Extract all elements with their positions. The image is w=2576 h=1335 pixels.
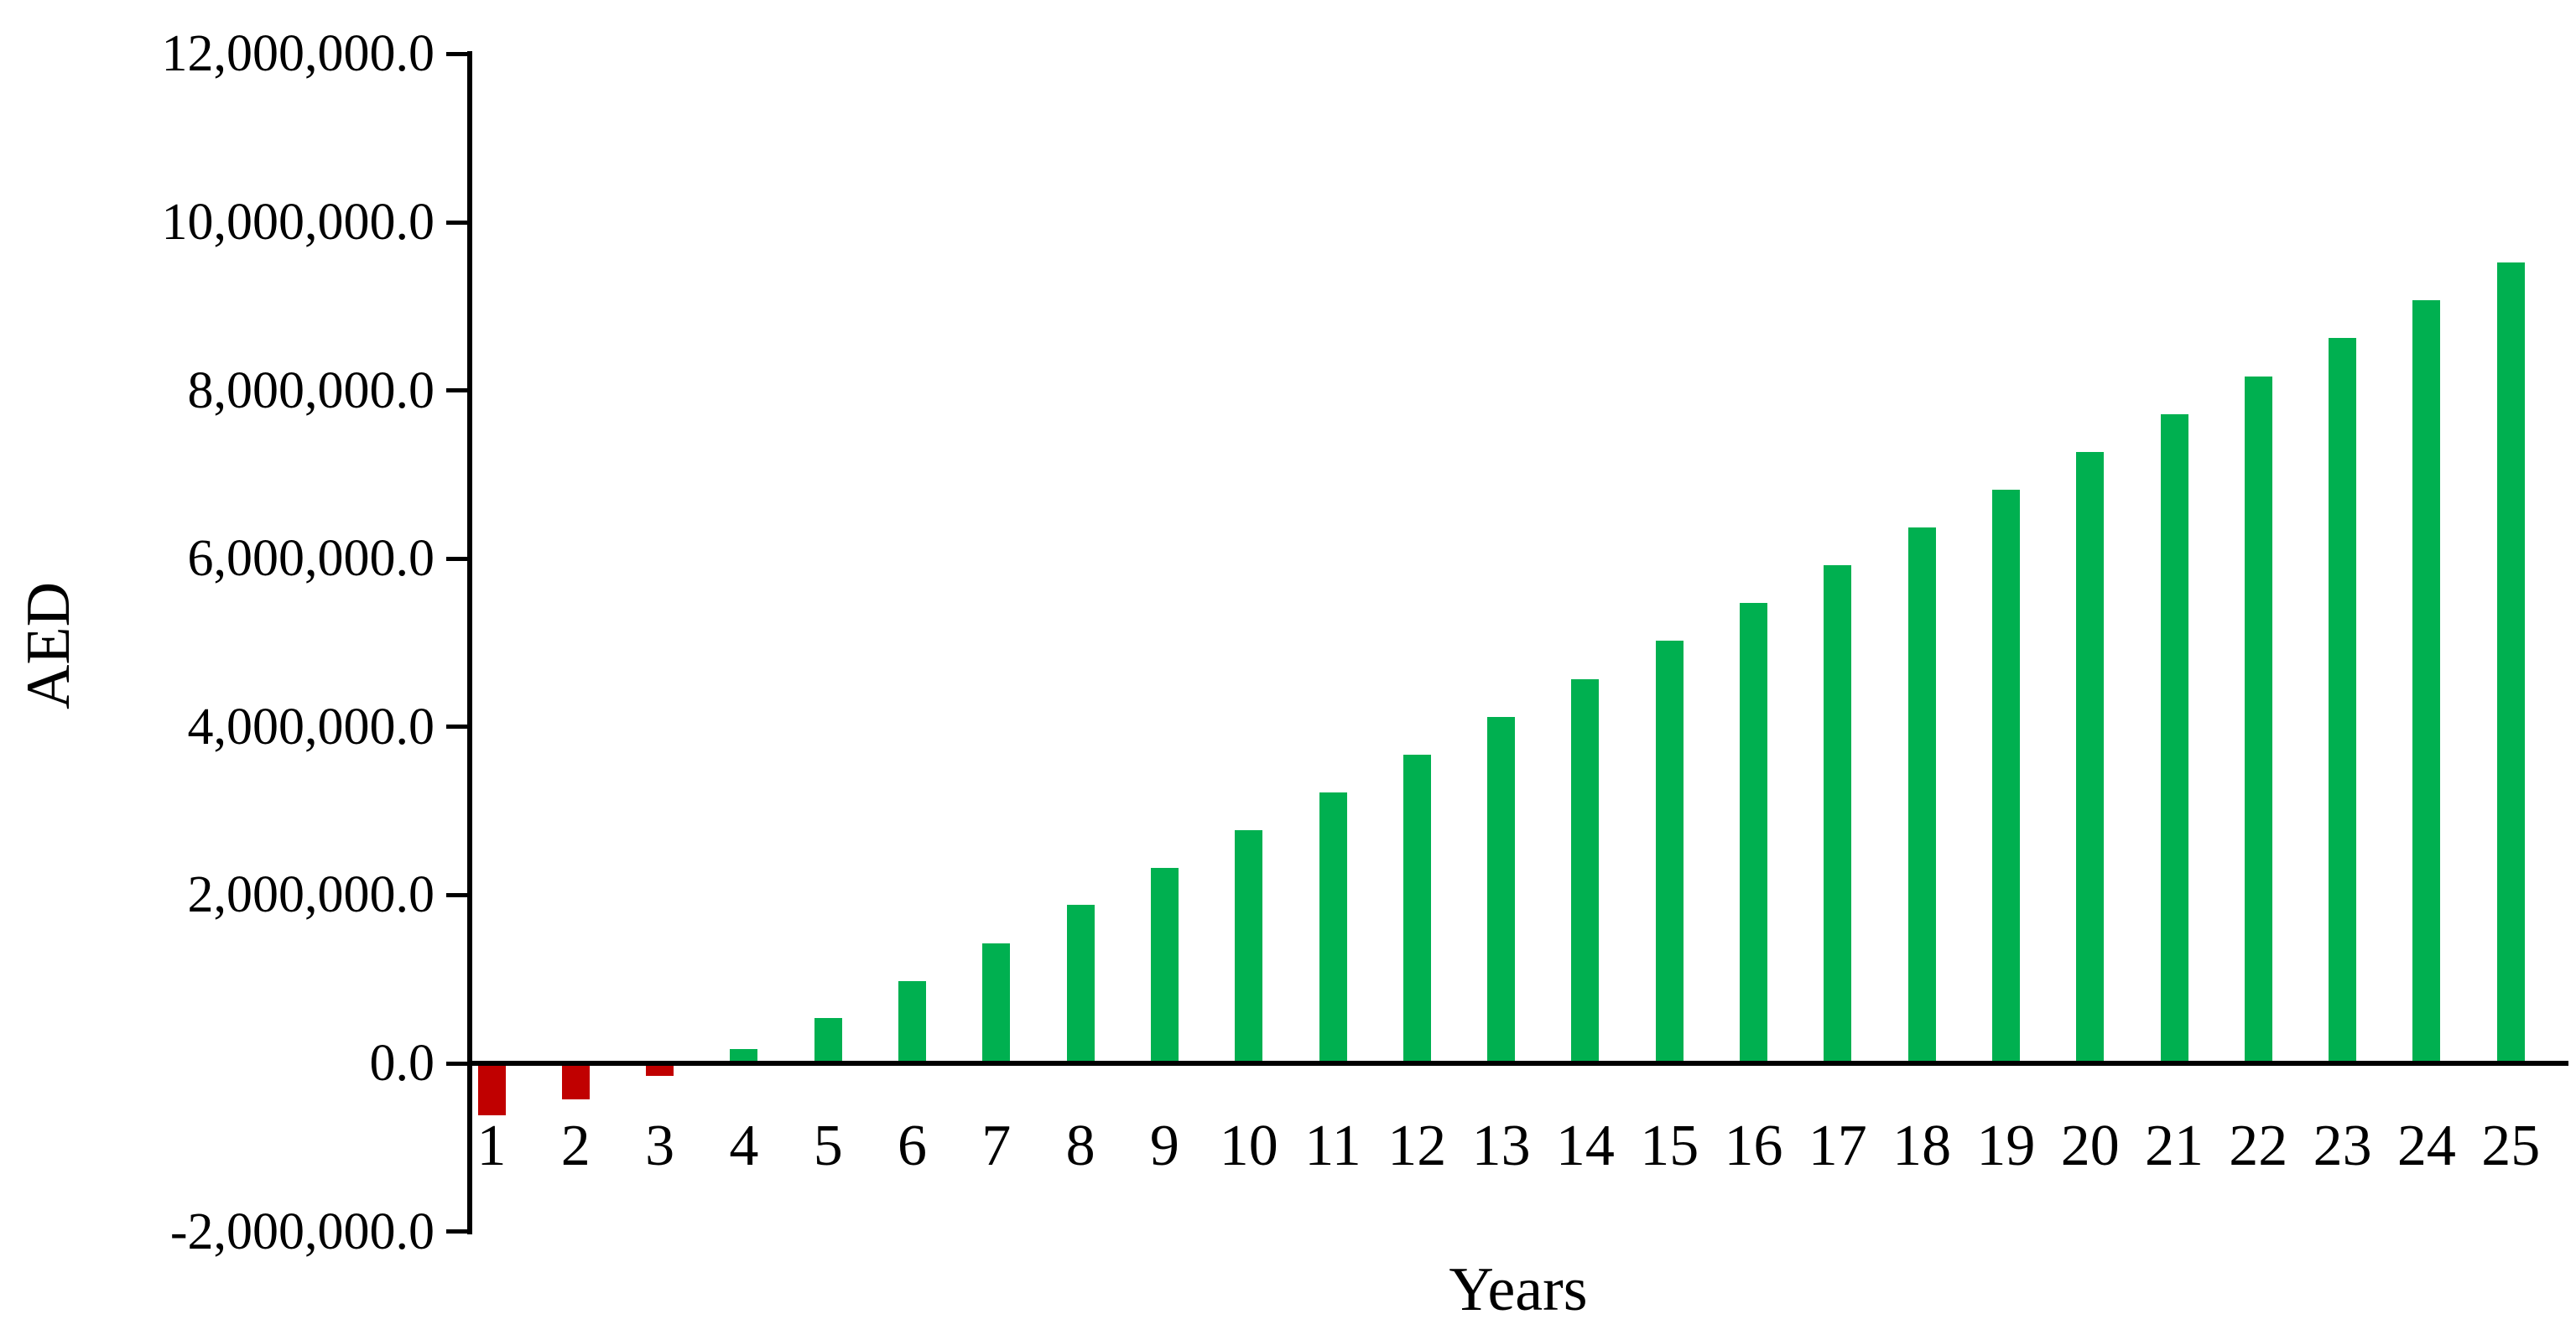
x-axis-category-label: 17: [1808, 1114, 1867, 1178]
bar-year-9: [1150, 868, 1179, 1063]
x-axis-title: Years: [1449, 1255, 1588, 1324]
x-axis-category-label: 14: [1555, 1114, 1615, 1178]
y-axis-title: AED: [14, 581, 83, 710]
y-axis-tick-label: -2,000,000.0: [169, 1203, 435, 1260]
y-axis-tick-label: 12,000,000.0: [161, 25, 435, 83]
bar-year-24: [2412, 300, 2441, 1063]
bar-year-11: [1319, 792, 1347, 1063]
bar-year-21: [2160, 413, 2188, 1063]
bar-year-2: [561, 1063, 590, 1100]
x-axis-category-label: 15: [1640, 1114, 1699, 1178]
x-axis-category-label: 3: [645, 1114, 675, 1178]
x-axis-category-label: 2: [560, 1114, 591, 1178]
bar-year-23: [2329, 338, 2357, 1063]
bar-year-14: [1571, 678, 1600, 1063]
y-axis-tick: [446, 1061, 470, 1066]
bar-year-3: [646, 1063, 674, 1077]
bar-year-15: [1655, 641, 1684, 1063]
x-axis-category-label: 24: [2396, 1114, 2456, 1178]
x-axis-category-label: 21: [2145, 1114, 2204, 1178]
y-axis-tick: [446, 51, 470, 56]
bar-year-8: [1066, 905, 1095, 1063]
bar-year-12: [1402, 754, 1431, 1063]
y-axis-tick-label: 2,000,000.0: [187, 866, 435, 924]
bar-year-5: [814, 1017, 842, 1063]
x-axis-category-label: 12: [1387, 1114, 1447, 1178]
bar-year-19: [1991, 489, 2020, 1063]
x-axis-category-label: 6: [898, 1114, 927, 1178]
bar-year-16: [1740, 603, 1767, 1063]
bar-year-4: [730, 1048, 758, 1063]
y-axis-tick-label: 0.0: [369, 1035, 435, 1092]
x-axis-category-label: 8: [1065, 1114, 1095, 1178]
bar-year-7: [982, 943, 1011, 1063]
x-axis-category-label: 22: [2229, 1114, 2288, 1178]
bar-year-20: [2076, 451, 2105, 1063]
x-axis-category-label: 16: [1724, 1114, 1783, 1178]
y-axis-tick-label: 10,000,000.0: [161, 194, 435, 251]
y-axis-tick: [446, 725, 470, 730]
bar-year-17: [1824, 565, 1852, 1063]
y-axis-tick: [446, 220, 470, 225]
x-axis-category-label: 20: [2060, 1114, 2120, 1178]
bar-year-22: [2244, 376, 2272, 1063]
x-axis-category-label: 25: [2481, 1114, 2541, 1178]
x-axis-category-label: 13: [1471, 1114, 1531, 1178]
y-axis-tick-label: 8,000,000.0: [187, 361, 435, 419]
y-axis-tick: [446, 556, 470, 561]
y-axis-tick: [446, 388, 470, 393]
y-axis-line: [467, 51, 472, 1234]
bar-year-18: [1907, 527, 1936, 1063]
x-axis-category-label: 7: [981, 1114, 1012, 1178]
y-axis-tick-label: 6,000,000.0: [187, 530, 435, 588]
bar-year-6: [898, 980, 926, 1063]
bar-year-13: [1487, 716, 1516, 1063]
x-axis-zero-line: [467, 1061, 2568, 1066]
bar-year-1: [477, 1063, 506, 1116]
x-axis-category-label: 5: [813, 1114, 843, 1178]
y-axis-tick: [446, 1229, 470, 1234]
y-axis-tick: [446, 892, 470, 897]
bar-year-25: [2496, 262, 2525, 1063]
bar-year-10: [1235, 830, 1263, 1063]
x-axis-category-label: 4: [729, 1114, 759, 1178]
x-axis-category-label: 23: [2313, 1114, 2372, 1178]
y-axis-tick-label: 4,000,000.0: [187, 698, 435, 756]
x-axis-category-label: 9: [1149, 1114, 1179, 1178]
x-axis-category-label: 19: [1976, 1114, 2036, 1178]
x-axis-category-label: 18: [1892, 1114, 1952, 1178]
x-axis-category-label: 10: [1219, 1114, 1278, 1178]
x-axis-category-label: 11: [1304, 1114, 1361, 1178]
x-axis-category-label: 1: [476, 1114, 507, 1178]
